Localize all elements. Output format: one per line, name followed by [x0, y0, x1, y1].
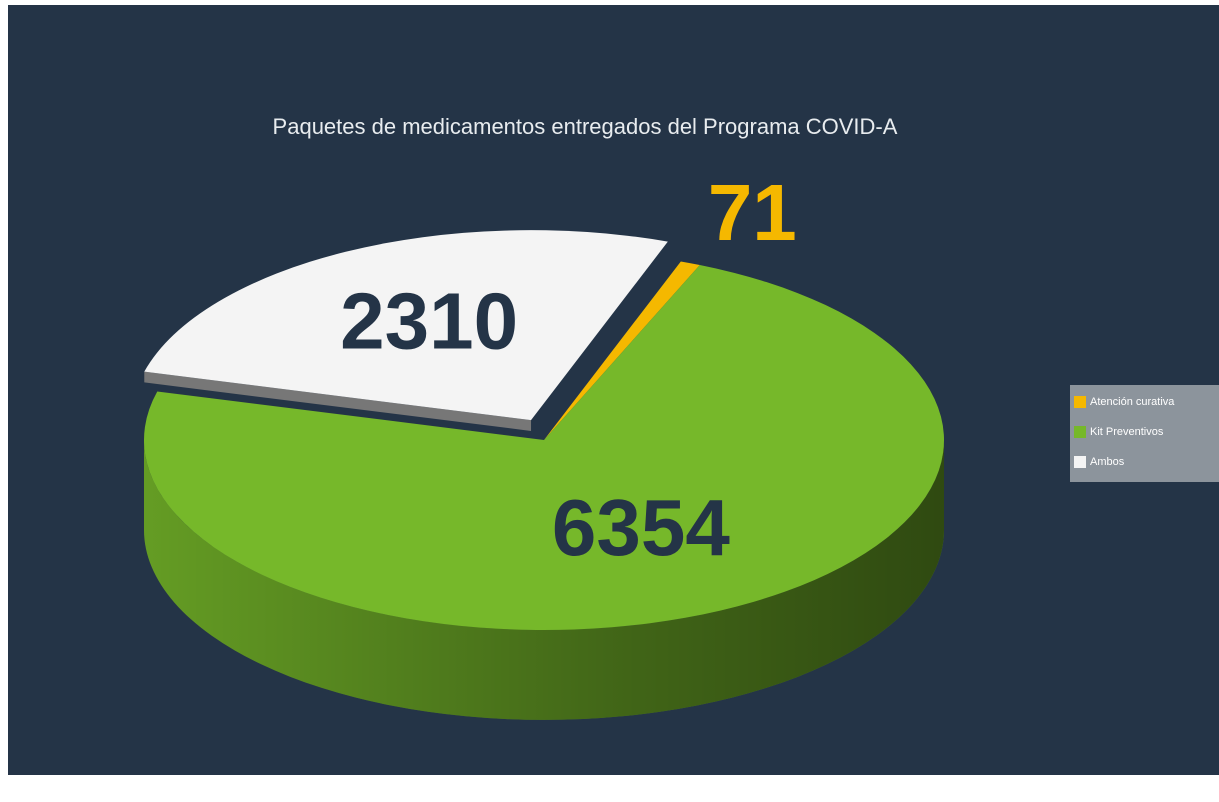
data-label: 6354 — [552, 483, 730, 572]
legend-swatch — [1074, 396, 1086, 408]
data-label: 71 — [708, 168, 797, 257]
legend-swatch — [1074, 426, 1086, 438]
slice-wall — [144, 371, 532, 431]
slice — [544, 261, 700, 440]
legend-label: Atención curativa — [1090, 396, 1175, 408]
slice — [143, 265, 945, 630]
legend-label: Kit Preventivos — [1090, 426, 1164, 438]
data-label: 2310 — [340, 277, 518, 366]
legend-swatch — [1074, 456, 1086, 468]
slice-side-shade — [144, 440, 944, 720]
chart-title: Paquetes de medicamentos entregados del … — [273, 114, 898, 139]
slice — [144, 230, 668, 421]
legend-label: Ambos — [1090, 456, 1125, 468]
legend — [1070, 385, 1219, 482]
